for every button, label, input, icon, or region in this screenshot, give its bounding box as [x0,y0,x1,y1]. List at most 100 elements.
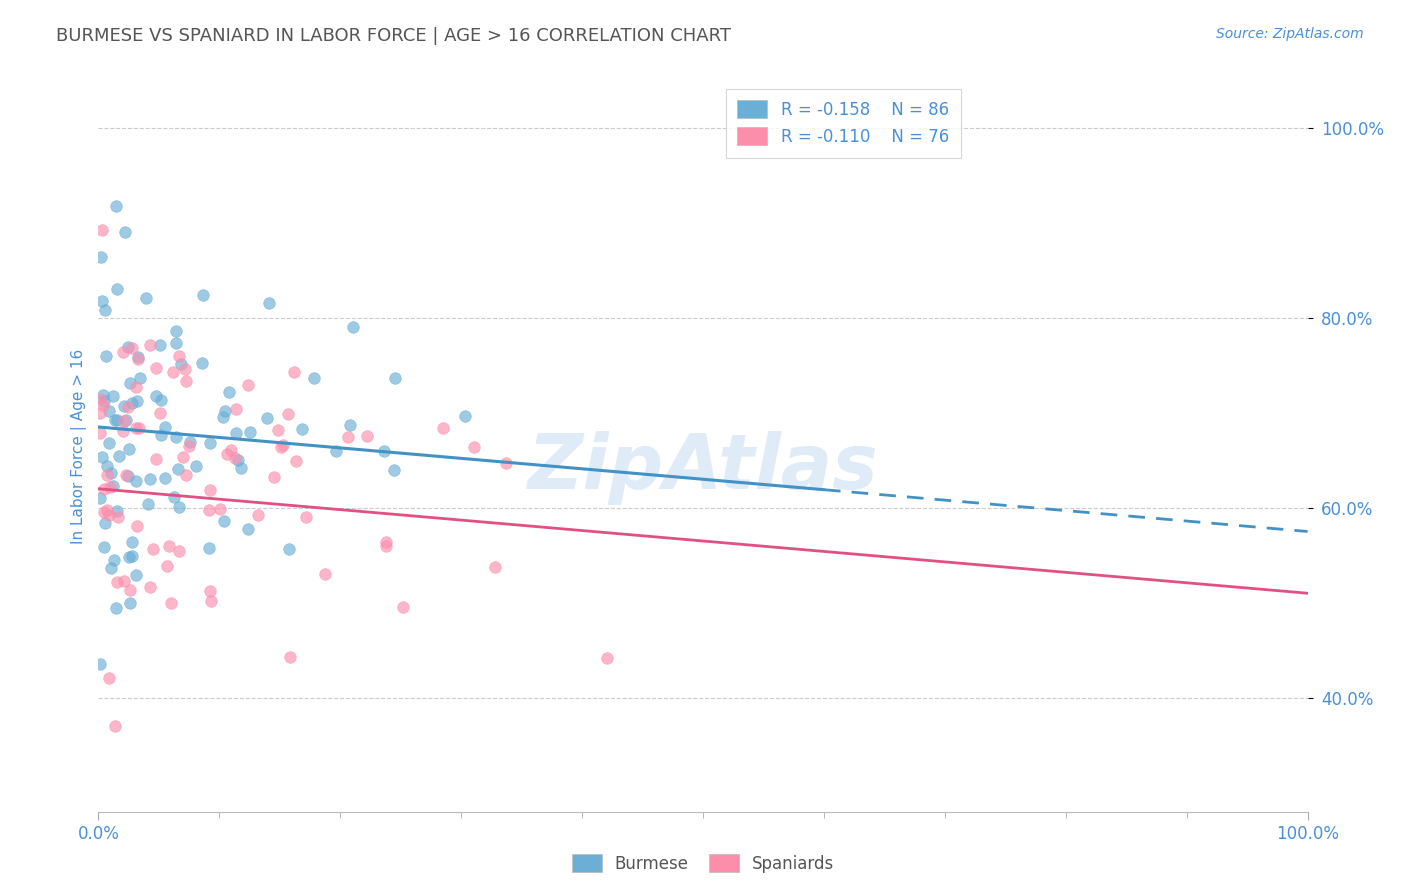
Point [118,550,141,565]
Point [285,454,308,468]
Point [112,399,135,413]
Point [89,392,111,406]
Point [103,553,125,567]
Point [148,338,170,352]
Point [165,336,187,351]
Point [98,480,121,494]
Legend: Burmese, Spaniards: Burmese, Spaniards [565,847,841,880]
Point [94,302,117,317]
Point [100,561,122,575]
Point [208,501,231,516]
Point [125,380,148,394]
Point [165,324,187,338]
Point [198,483,221,497]
Point [96,503,118,517]
Point [336,430,359,444]
Point [432,421,454,435]
Point [239,425,262,440]
Point [127,352,149,367]
Point [128,421,150,435]
Point [98,435,121,450]
Point [200,593,222,607]
Point [98,671,121,685]
Point [153,471,176,485]
Point [283,365,305,379]
Point [217,447,239,461]
Point [270,440,292,454]
Y-axis label: In Labor Force | Age > 16: In Labor Force | Age > 16 [72,349,87,543]
Point [595,651,617,665]
Point [105,503,128,517]
Point [257,296,280,310]
Point [198,541,221,555]
Point [247,508,270,522]
Point [91,398,114,412]
Point [104,413,127,427]
Point [224,450,246,465]
Point [218,384,240,399]
Point [136,497,159,511]
Point [121,549,143,564]
Point [105,413,128,427]
Point [139,338,162,352]
Point [125,421,148,435]
Point [382,463,405,477]
Point [176,374,198,388]
Point [125,393,148,408]
Point [127,350,149,364]
Point [225,401,247,416]
Point [384,371,406,385]
Point [93,393,115,408]
Point [112,424,135,438]
Point [165,430,187,444]
Point [167,500,190,514]
Point [91,450,114,464]
Point [212,514,235,528]
Point [169,543,191,558]
Point [356,429,378,443]
Text: Source: ZipAtlas.com: Source: ZipAtlas.com [1216,27,1364,41]
Point [135,291,157,305]
Point [325,443,347,458]
Point [191,355,214,369]
Point [179,434,201,449]
Point [271,438,294,452]
Point [93,482,115,496]
Point [96,458,118,473]
Point [100,467,122,481]
Point [342,319,364,334]
Point [236,522,259,536]
Point [90,250,112,264]
Point [267,423,290,437]
Point [221,443,243,458]
Point [174,468,197,483]
Point [139,472,162,486]
Point [155,420,177,434]
Point [162,365,184,379]
Point [295,510,318,524]
Point [107,510,129,524]
Point [129,370,152,384]
Point [278,541,301,556]
Legend: R = -0.158    N = 86, R = -0.110    N = 76: R = -0.158 N = 86, R = -0.110 N = 76 [725,88,960,158]
Point [375,534,398,549]
Point [198,436,221,450]
Point [145,451,167,466]
Point [373,444,395,458]
Point [291,422,314,436]
Text: BURMESE VS SPANIARD IN LABOR FORCE | AGE > 16 CORRELATION CHART: BURMESE VS SPANIARD IN LABOR FORCE | AGE… [56,27,731,45]
Point [314,567,336,582]
Point [150,393,173,408]
Point [392,600,415,615]
Point [118,442,141,457]
Point [277,407,299,421]
Point [93,505,115,519]
Point [96,468,118,483]
Point [236,378,259,392]
Point [121,341,143,355]
Point [91,293,114,308]
Point [463,440,485,454]
Point [226,453,249,467]
Point [115,413,138,427]
Point [90,222,112,236]
